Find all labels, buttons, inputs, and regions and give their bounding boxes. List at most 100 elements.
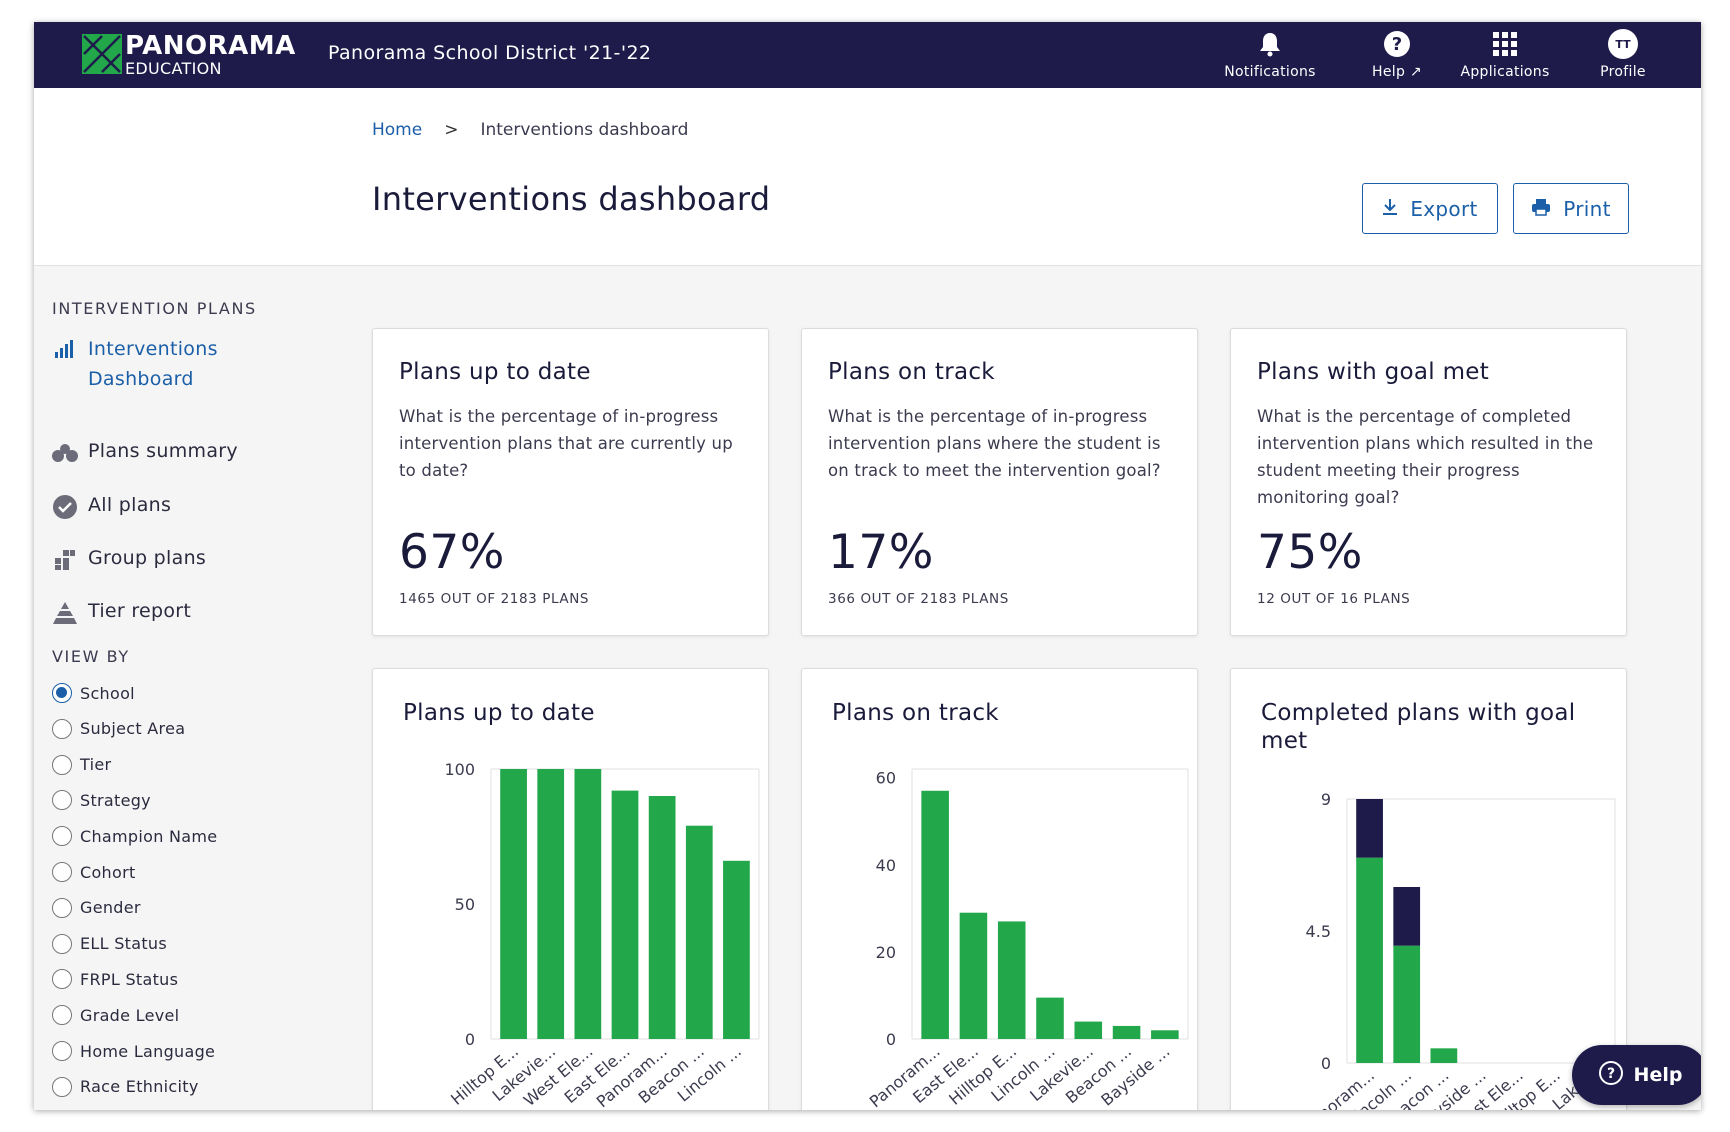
stat-question: What is the percentage of in-progress in…: [399, 407, 733, 480]
print-button[interactable]: Print: [1513, 183, 1629, 234]
view-by-radio-cohort[interactable]: Cohort: [52, 862, 136, 882]
bar[interactable]: [537, 769, 565, 1039]
svg-text:?: ?: [1606, 1066, 1614, 1082]
view-by-radio-race-ethnicity[interactable]: Race Ethnicity: [52, 1076, 199, 1097]
breadcrumb-current: Interventions dashboard: [480, 120, 689, 140]
radio-button[interactable]: [52, 933, 72, 954]
bar[interactable]: [1356, 857, 1383, 1063]
sidebar-item-tier-report[interactable]: Tier report: [52, 600, 191, 626]
sidebar-item-label: Plans summary: [88, 440, 238, 462]
district-title: Panorama School District '21-'22: [328, 42, 652, 64]
view-by-radio-school[interactable]: School: [52, 683, 135, 703]
y-tick-label: 50: [455, 895, 475, 914]
radio-button[interactable]: [52, 754, 72, 775]
bar[interactable]: [1393, 945, 1421, 1063]
applications-button[interactable]: Applications: [1450, 28, 1560, 82]
breadcrumb-separator: >: [444, 120, 459, 140]
y-tick-label: 60: [876, 769, 896, 788]
radio-button[interactable]: [52, 897, 72, 918]
bar[interactable]: [611, 790, 639, 1039]
radio-button[interactable]: [52, 826, 72, 847]
bar[interactable]: [574, 769, 602, 1039]
view-by-radio-champion-name[interactable]: Champion Name: [52, 826, 217, 847]
profile-label: Profile: [1600, 64, 1646, 80]
page-title: Interventions dashboard: [372, 180, 771, 218]
brand-subtitle: EDUCATION: [125, 59, 222, 78]
radio-button[interactable]: [52, 1005, 72, 1026]
radio-button[interactable]: [52, 862, 72, 882]
stat-percent: 67%: [399, 525, 505, 580]
bar[interactable]: [500, 769, 527, 1039]
radio-label: Cohort: [80, 862, 136, 882]
radio-label: FRPL Status: [80, 969, 179, 989]
sidebar-item-label: Tier report: [88, 600, 192, 622]
radio-label: Tier: [80, 755, 112, 775]
radio-button[interactable]: [52, 969, 72, 990]
view-by-radio-grade-level[interactable]: Grade Level: [52, 1005, 179, 1026]
app-window: PANORAMA EDUCATION Panorama School Distr…: [34, 22, 1701, 1110]
radio-button[interactable]: [52, 683, 72, 703]
export-button[interactable]: Export: [1362, 183, 1498, 234]
view-by-radio-subject-area[interactable]: Subject Area: [52, 718, 185, 739]
sidebar-heading-view-by: VIEW BY: [52, 647, 130, 666]
radio-label: Gender: [80, 898, 141, 918]
y-tick-label: 4.5: [1306, 922, 1331, 941]
sidebar-item-interventions-dashboard[interactable]: Interventions Dashboard: [52, 334, 218, 394]
sidebar-item-all-plans[interactable]: All plans: [52, 494, 171, 520]
question-circle-icon: ?: [1598, 1060, 1624, 1091]
sidebar-item-group-plans[interactable]: Group plans: [52, 547, 206, 573]
y-tick-label: 100: [444, 760, 475, 779]
view-by-radio-tier[interactable]: Tier: [52, 754, 112, 775]
help-button[interactable]: ? Help ↗: [1362, 28, 1432, 82]
radio-button[interactable]: [52, 1076, 72, 1097]
avatar: TT: [1608, 29, 1638, 59]
radio-label: Home Language: [80, 1041, 216, 1061]
bar[interactable]: [1430, 1048, 1458, 1063]
bar[interactable]: [1074, 1021, 1103, 1039]
view-by-radio-home-language[interactable]: Home Language: [52, 1041, 215, 1061]
notifications-button[interactable]: Notifications: [1220, 28, 1320, 82]
sidebar-item-label: Interventions: [88, 338, 218, 360]
bar[interactable]: [723, 860, 750, 1039]
view-by-radio-gender[interactable]: Gender: [52, 897, 141, 918]
apps-grid-icon: [1492, 28, 1518, 60]
panorama-logo-icon[interactable]: [82, 34, 122, 78]
bar[interactable]: [1151, 1030, 1179, 1039]
stat-card-plans-on-track: Plans on track What is the percentage of…: [801, 328, 1198, 636]
question-circle-icon: ?: [1383, 28, 1411, 60]
page-header: Home > Interventions dashboard Intervent…: [34, 88, 1701, 266]
top-navigation-bar: PANORAMA EDUCATION Panorama School Distr…: [34, 22, 1701, 88]
sidebar-item-plans-summary[interactable]: Plans summary: [52, 440, 238, 466]
bar-chart-icon: [52, 336, 78, 362]
stat-card-plans-with-goal-met: Plans with goal met What is the percenta…: [1230, 328, 1627, 636]
bar[interactable]: [1112, 1025, 1141, 1039]
floating-help-button[interactable]: ? Help: [1572, 1045, 1701, 1105]
radio-button[interactable]: [52, 1041, 72, 1061]
svg-text:?: ?: [1392, 34, 1402, 55]
print-label: Print: [1563, 196, 1611, 221]
radio-button[interactable]: [52, 718, 72, 739]
view-by-radio-frpl-status[interactable]: FRPL Status: [52, 969, 179, 990]
chart-title: Plans on track: [832, 700, 999, 726]
bar[interactable]: [997, 921, 1026, 1039]
group-grid-icon: [52, 547, 78, 573]
bar[interactable]: [1393, 887, 1421, 946]
bar[interactable]: [1356, 799, 1383, 858]
y-tick-label: 9: [1321, 790, 1331, 809]
radio-label: School: [80, 683, 135, 703]
help-label: Help ↗: [1372, 64, 1422, 80]
chart-card-plans-up-to-date: Plans up to date 0 50 100 Hilltop E... Lakev…: [372, 668, 769, 1110]
profile-button[interactable]: TT Profile: [1593, 28, 1653, 82]
bar[interactable]: [959, 912, 988, 1039]
bar[interactable]: [648, 796, 676, 1039]
bar[interactable]: [685, 825, 713, 1039]
view-by-radio-ell-status[interactable]: ELL Status: [52, 933, 167, 954]
radio-button[interactable]: [52, 790, 72, 811]
stat-percent: 17%: [828, 525, 934, 580]
external-link-icon: ↗: [1409, 64, 1422, 80]
view-by-radio-strategy[interactable]: Strategy: [52, 790, 151, 811]
breadcrumb-home-link[interactable]: Home: [372, 120, 423, 140]
bar[interactable]: [921, 790, 949, 1039]
bar[interactable]: [1036, 997, 1064, 1039]
